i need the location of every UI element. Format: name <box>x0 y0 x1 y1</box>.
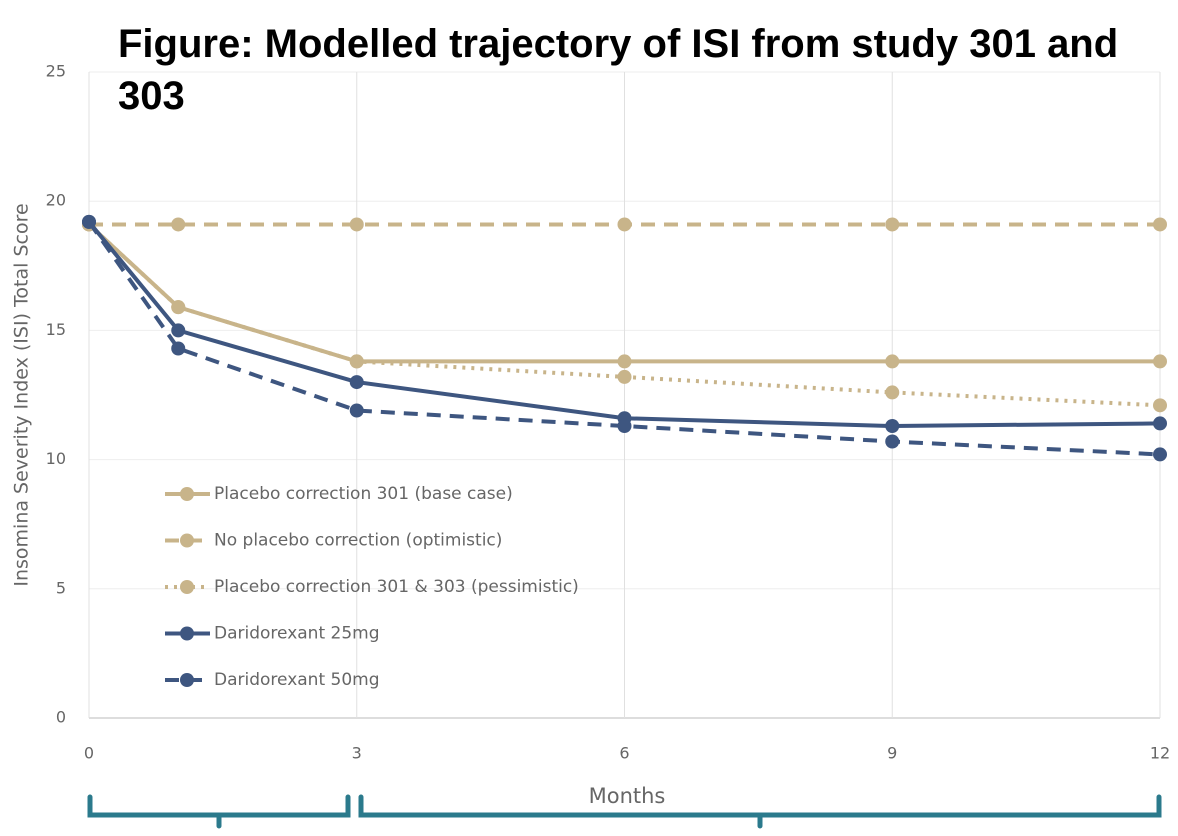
data-point <box>1153 447 1167 462</box>
legend-marker <box>180 533 194 548</box>
y-tick-label: 20 <box>46 191 66 210</box>
data-point <box>349 354 364 369</box>
legend-marker <box>180 580 194 594</box>
y-tick-label: 15 <box>46 320 66 339</box>
data-point <box>885 419 900 434</box>
x-tick-label: 0 <box>84 744 94 763</box>
y-tick-label: 25 <box>46 62 66 81</box>
series <box>82 214 1167 434</box>
data-point <box>171 217 186 232</box>
data-point <box>885 385 900 400</box>
series-line <box>87 220 1161 429</box>
data-point <box>1153 217 1167 232</box>
data-point <box>1153 398 1167 413</box>
series <box>82 217 1167 232</box>
data-point <box>617 369 632 384</box>
legend-label: No placebo correction (optimistic) <box>214 531 502 551</box>
legend-label: Placebo correction 301 & 303 (pessimisti… <box>214 577 579 597</box>
x-axis-label: Months <box>589 784 666 808</box>
data-point <box>82 214 96 229</box>
x-tick-label: 3 <box>352 744 362 763</box>
series-line <box>87 220 1161 457</box>
legend-label: Daridorexant 50mg <box>214 670 380 690</box>
data-point <box>349 403 364 418</box>
data-point <box>349 375 364 390</box>
data-point <box>617 419 632 434</box>
brackets <box>87 794 1162 829</box>
data-point <box>171 300 186 315</box>
data-point <box>1153 354 1167 369</box>
x-tick-label: 12 <box>1150 744 1170 763</box>
y-tick-label: 5 <box>56 578 66 597</box>
y-axis-label: Insomina Severity Index (ISI) Total Scor… <box>11 203 33 586</box>
y-tick-label: 0 <box>56 708 66 727</box>
x-tick-label: 9 <box>887 744 897 763</box>
data-point <box>171 323 186 338</box>
data-point <box>1153 416 1167 431</box>
data-point <box>349 217 364 232</box>
data-point <box>617 217 632 232</box>
data-point <box>885 217 900 232</box>
x-tick-label: 6 <box>619 744 629 763</box>
legend-label: Daridorexant 25mg <box>214 624 380 644</box>
y-tick-label: 10 <box>46 449 66 468</box>
bracket <box>358 794 1162 829</box>
data-point <box>885 434 900 449</box>
data-point <box>171 341 186 356</box>
series-line <box>87 222 1161 408</box>
chart-title: Figure: Modelled trajectory of ISI from … <box>118 22 1119 118</box>
data-point <box>617 354 632 369</box>
series <box>82 214 1167 462</box>
legend-marker <box>180 673 194 687</box>
legend-marker <box>180 487 194 501</box>
bracket <box>87 794 351 829</box>
legend-label: Placebo correction 301 (base case) <box>214 484 513 504</box>
legend-marker <box>180 626 194 641</box>
data-point <box>885 354 900 369</box>
